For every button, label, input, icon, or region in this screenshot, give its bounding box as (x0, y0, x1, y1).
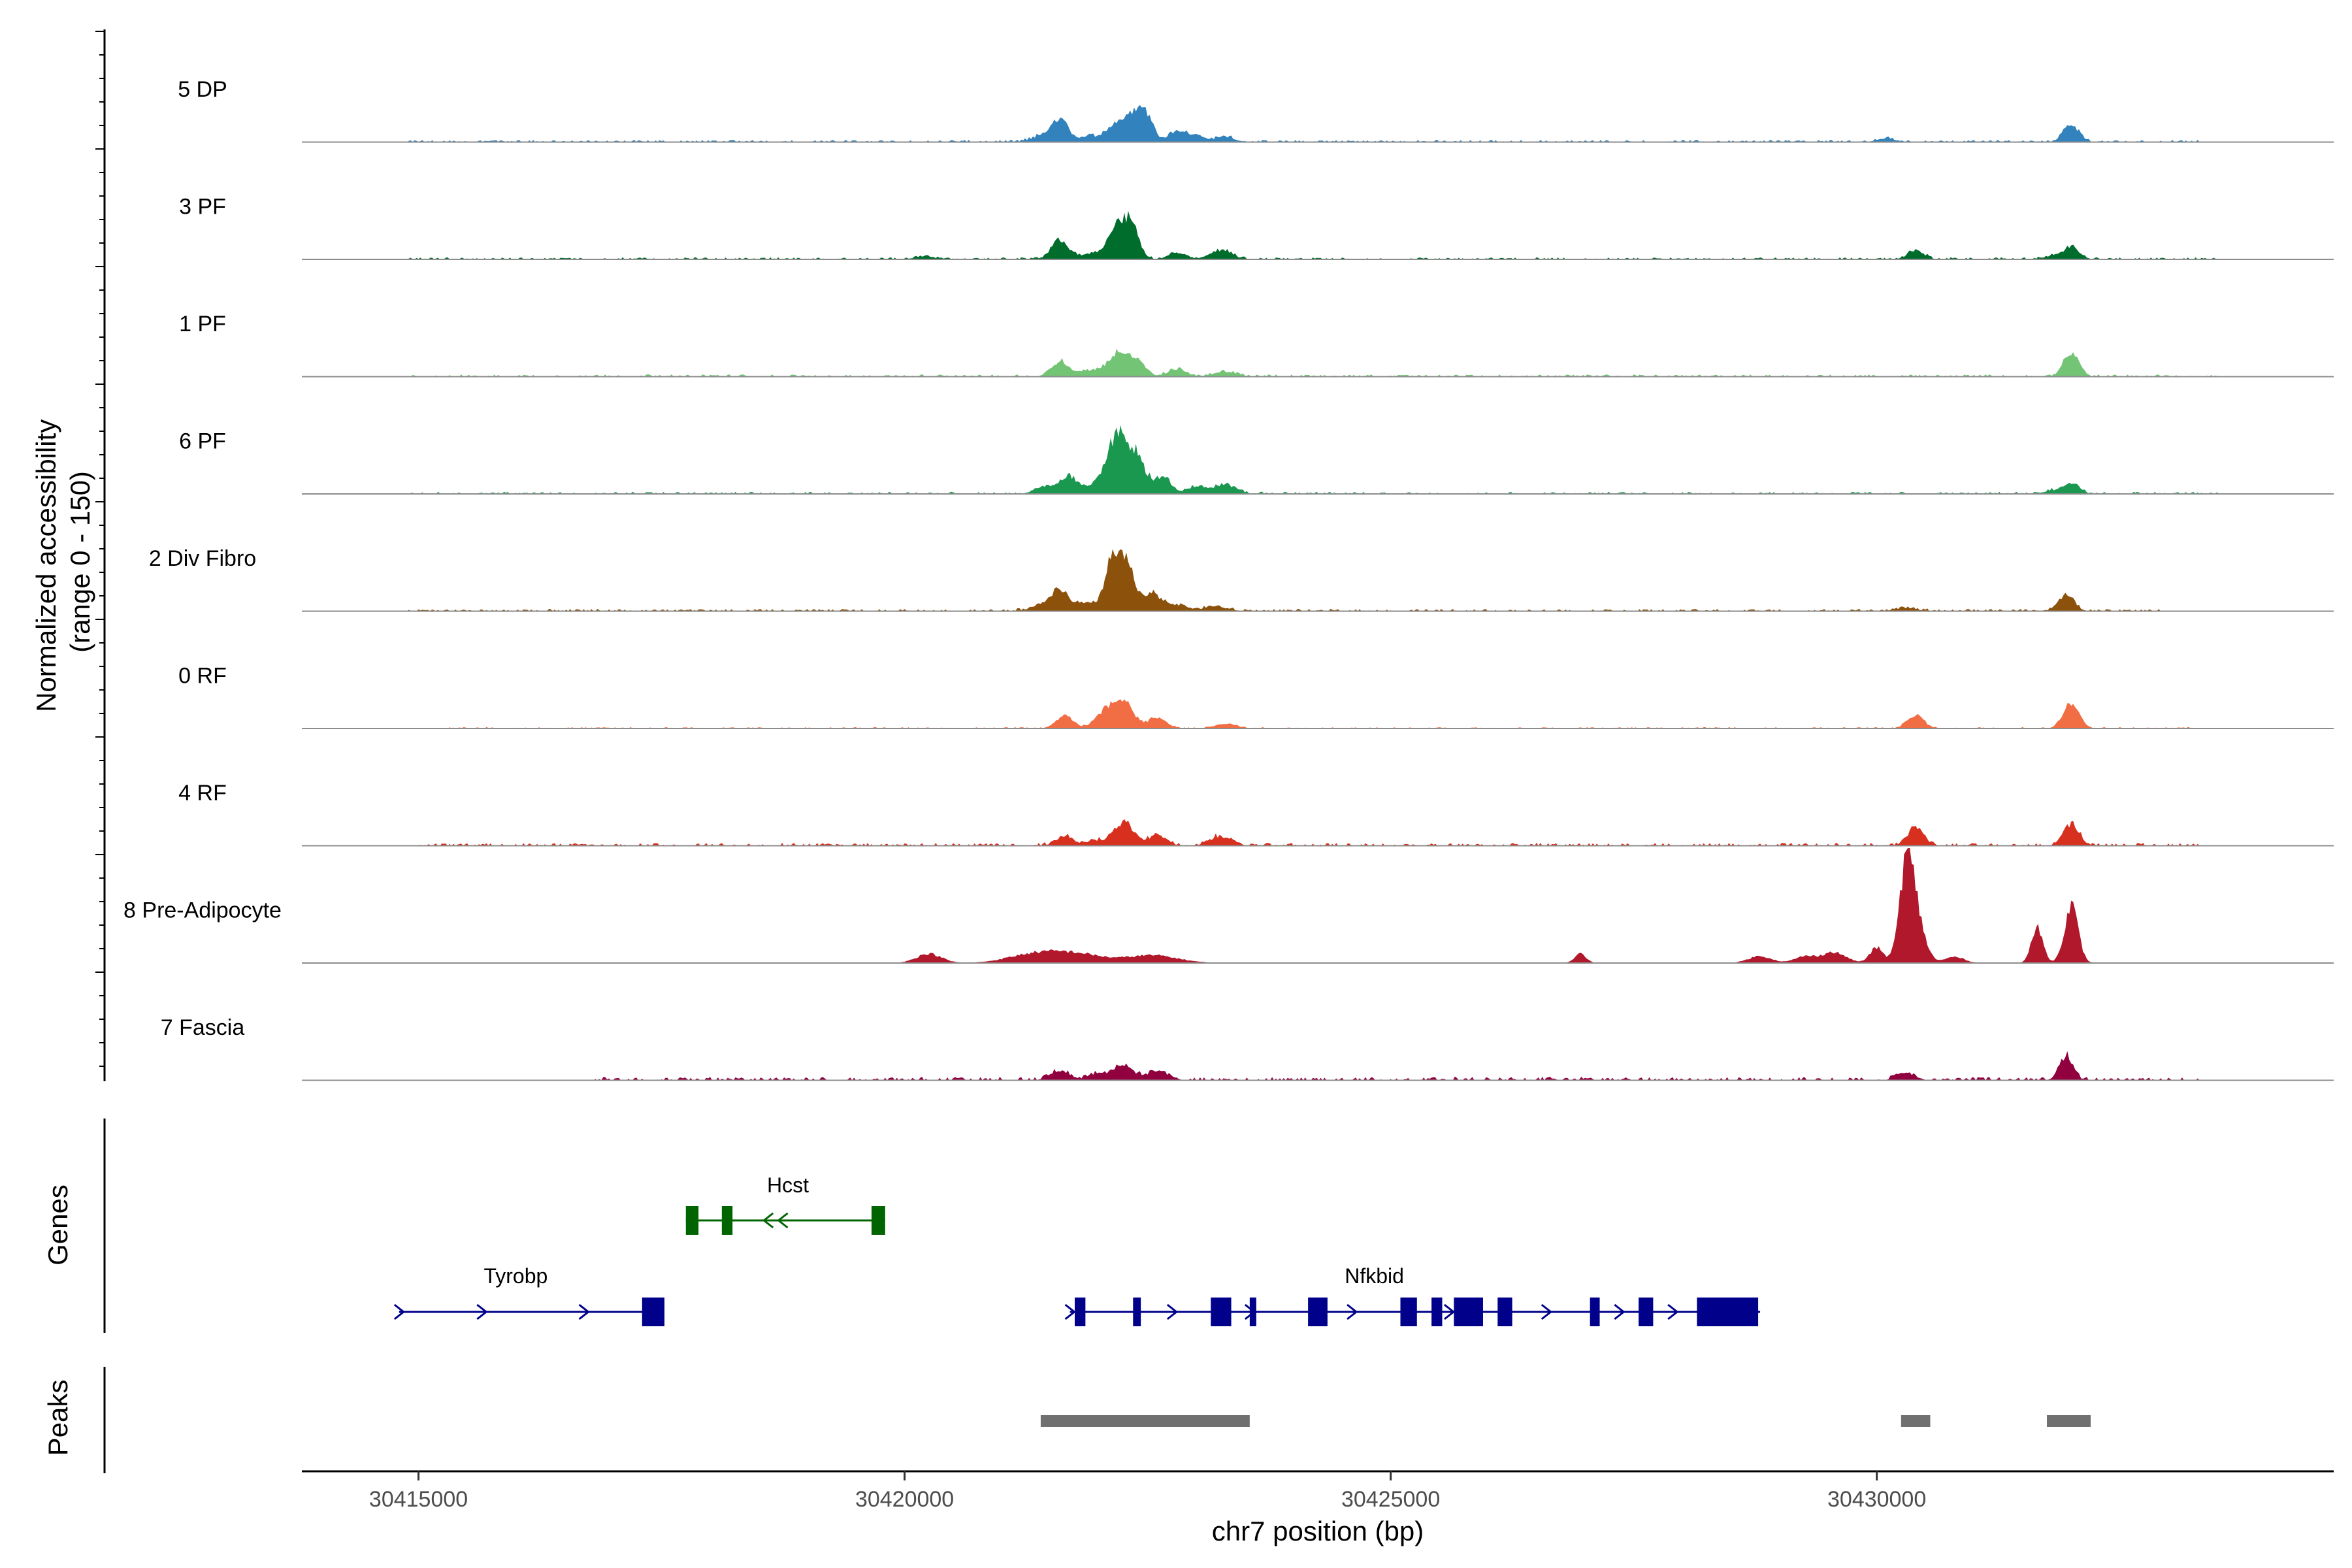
track-1-pf: 1 PF (179, 312, 2334, 378)
track-label: 4 RF (178, 781, 227, 806)
gene-exon (1431, 1298, 1443, 1326)
strand-arrow (578, 1303, 590, 1320)
peak-region (1901, 1415, 1931, 1427)
gene-label: Tyrobp (483, 1264, 547, 1288)
peak-region (2047, 1415, 2091, 1427)
strand-arrow (1541, 1303, 1553, 1320)
x-tick-label: 30420000 (855, 1487, 954, 1512)
x-axis-title: chr7 position (bp) (1212, 1516, 1424, 1546)
strand-arrow (393, 1303, 406, 1320)
gene-exon (1454, 1298, 1483, 1326)
track-label: 8 Pre-Adipocyte (123, 898, 282, 923)
track-4-rf: 4 RF (178, 781, 2334, 847)
gene-exon (1697, 1298, 1759, 1326)
peak-region (1040, 1415, 1250, 1427)
y-axis-title: Normalized accessibility (range 0 - 150) (31, 412, 95, 712)
gene-exon (1497, 1298, 1512, 1326)
strand-arrow (476, 1303, 488, 1320)
coverage-y-ticks (95, 31, 105, 1067)
strand-arrow (1347, 1303, 1358, 1320)
gene-label: Hcst (767, 1173, 809, 1197)
track-2-div-fibro: 2 Div Fibro (149, 546, 2334, 612)
track-label: 3 PF (179, 195, 226, 220)
strand-arrow (762, 1212, 774, 1229)
gene-exon (871, 1206, 885, 1235)
x-tick-label: 30415000 (369, 1487, 468, 1512)
track-5-dp: 5 DP (178, 77, 2334, 143)
track-7-fascia: 7 Fascia (161, 1015, 2334, 1081)
track-3-pf: 3 PF (179, 195, 2334, 260)
strand-arrow (1443, 1303, 1456, 1320)
gene-exon (1308, 1298, 1328, 1326)
track-label: 2 Div Fibro (149, 546, 256, 571)
genes-panel-title: Genes (42, 1184, 73, 1266)
gene-exon (685, 1206, 699, 1235)
gene-label: Nfkbid (1345, 1264, 1404, 1288)
gene-annotations: Hcst Tyrobp Nfkbid (393, 1173, 1761, 1326)
track-label: 6 PF (179, 429, 226, 454)
track-label: 0 RF (178, 664, 227, 689)
gene-exon (642, 1298, 665, 1326)
track-8-pre-adipocyte: 8 Pre-Adipocyte (123, 848, 2334, 964)
peak-regions (1040, 1415, 2091, 1427)
y-axis-title-line-1: Normalized accessibility (31, 419, 61, 712)
gene-exon (1639, 1298, 1654, 1326)
strand-arrow (1614, 1303, 1625, 1320)
gene-exon (1400, 1298, 1417, 1326)
x-tick-label: 30430000 (1827, 1487, 1926, 1512)
gene-tyrobp: Tyrobp (393, 1264, 665, 1326)
gene-exon (1074, 1298, 1086, 1326)
x-axis-ticks: 30415000 30420000 30425000 30430000 (369, 1471, 1926, 1512)
strand-arrow (1064, 1303, 1076, 1320)
gene-exon (1211, 1298, 1232, 1326)
track-0-rf: 0 RF (178, 664, 2334, 729)
gene-exon (1590, 1298, 1600, 1326)
gene-hcst: Hcst (685, 1173, 885, 1235)
track-label: 1 PF (179, 312, 226, 336)
gene-exon (1133, 1298, 1141, 1326)
y-axis-title-line-2: (range 0 - 150) (65, 471, 95, 653)
gene-exon (721, 1206, 733, 1235)
gene-nfkbid: Nfkbid (1064, 1264, 1761, 1326)
track-label: 5 DP (178, 77, 227, 102)
strand-arrow (1166, 1303, 1179, 1320)
strand-arrow (1667, 1303, 1679, 1320)
coverage-tracks: 5 DP 3 PF 1 PF 6 PF 2 Div Fibro 0 RF 4 RF 8 Pre… (123, 77, 2334, 1081)
track-label: 7 Fascia (161, 1015, 245, 1040)
track-6-pf: 6 PF (179, 425, 2334, 495)
x-tick-label: 30425000 (1341, 1487, 1440, 1512)
strand-arrow (777, 1212, 789, 1229)
peaks-panel-title: Peaks (42, 1380, 73, 1456)
strand-arrow (1244, 1303, 1256, 1320)
